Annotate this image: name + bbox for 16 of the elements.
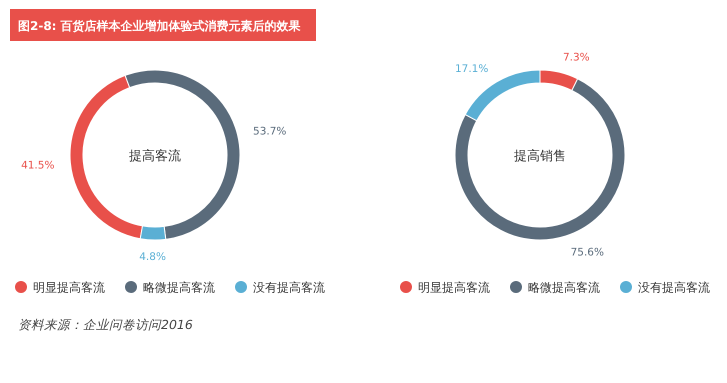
legend-label: 略微提高客流 xyxy=(143,280,215,294)
data-label: 75.6% xyxy=(570,246,604,258)
chart-title: 图2-8: 百货店样本企业增加体验式消费元素后的效果 xyxy=(18,19,302,33)
data-label: 7.3% xyxy=(562,52,590,64)
legend-label: 明显提高客流 xyxy=(418,280,490,294)
data-label: 4.8% xyxy=(139,250,166,263)
text: 提高销售 xyxy=(514,148,566,164)
text: 资料来源：企业问卷访问2016 xyxy=(18,317,193,332)
legend-label: 略微提高客流 xyxy=(528,280,600,294)
text: 提高客流 xyxy=(129,148,181,164)
legend-label: 明显提高客流 xyxy=(33,280,105,294)
legend-label: 没有提高客流 xyxy=(638,280,710,294)
data-label: 53.7% xyxy=(253,126,286,138)
data-label: 41.5% xyxy=(21,159,54,172)
data-label: 17.1% xyxy=(454,63,488,76)
legend-label: 没有提高客流 xyxy=(253,280,325,294)
